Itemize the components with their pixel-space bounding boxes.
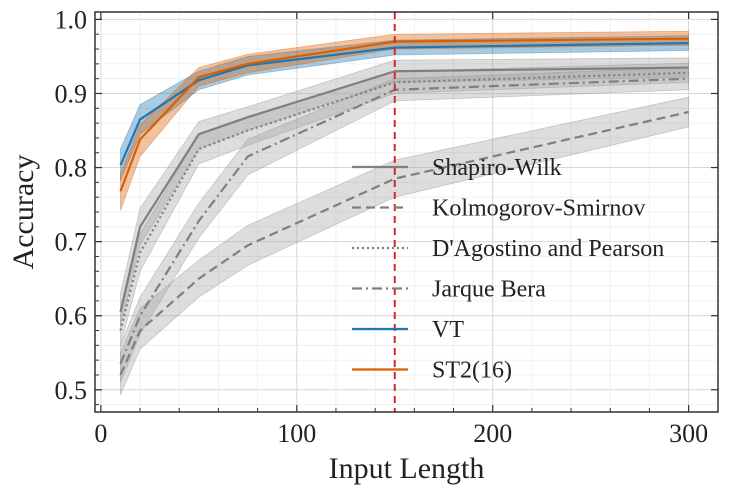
- y-tick-label: 0.8: [55, 154, 88, 183]
- legend-label-d-agostino-and-pearson: D'Agostino and Pearson: [432, 236, 664, 262]
- line-shapiro-wilk: [119, 66, 689, 313]
- y-tick-label: 0.5: [55, 376, 88, 405]
- confidence-bands: [120, 30, 690, 396]
- x-tick-label: 300: [669, 419, 708, 448]
- y-tick-label: 1.0: [55, 5, 88, 34]
- y-axis-label: Accuracy: [7, 155, 40, 270]
- band-jarque-bera: [120, 67, 690, 383]
- legend-label-vt: VT: [432, 317, 464, 343]
- band-vt: [120, 35, 690, 182]
- x-axis-label: Input Length: [329, 452, 485, 485]
- legend-label-jarque-bera: Jarque Bera: [432, 277, 546, 303]
- x-tick-label: 0: [94, 419, 107, 448]
- y-tick-label: 0.9: [55, 79, 88, 108]
- series-lines: [119, 37, 689, 376]
- grid: [95, 12, 718, 412]
- legend-label-kolmogorov-smirnov: Kolmogorov-Smirnov: [432, 196, 645, 222]
- legend: Shapiro-Wilk Kolmogorov-Smirnov D'Agostino…: [352, 155, 664, 384]
- band-shapiro-wilk: [120, 57, 690, 327]
- band-kolmogorov-smirnov: [120, 96, 690, 396]
- x-tick-label: 100: [277, 419, 316, 448]
- ticks: [95, 12, 718, 412]
- tick-labels: 0 100 200 300 0.5 0.6 0.7 0.8 0.9 1.0: [55, 5, 709, 448]
- legend-label-st2-16: ST2(16): [432, 358, 512, 384]
- line-vt: [119, 42, 689, 166]
- y-tick-label: 0.7: [55, 228, 88, 257]
- y-tick-label: 0.6: [55, 302, 88, 331]
- line-kolmogorov-smirnov: [119, 110, 689, 376]
- line-d-agostino-and-pearson: [119, 71, 689, 331]
- x-tick-label: 200: [473, 419, 512, 448]
- line-st2-16: [119, 37, 689, 192]
- band-st2-16: [120, 30, 690, 211]
- line-jarque-bera: [119, 77, 689, 365]
- legend-label-shapiro-wilk: Shapiro-Wilk: [432, 155, 562, 181]
